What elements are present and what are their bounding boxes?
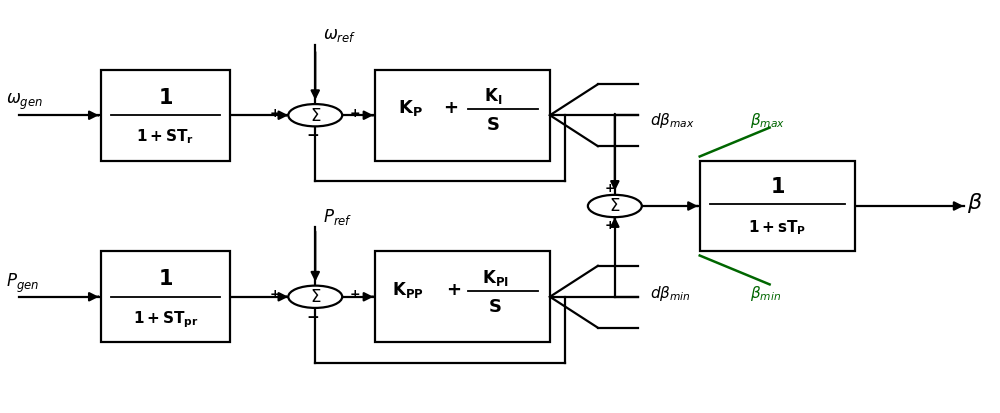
- Text: $\mathbf{S}$: $\mathbf{S}$: [488, 297, 502, 315]
- Text: $\omega_{gen}$: $\omega_{gen}$: [6, 91, 43, 112]
- Text: $\Sigma$: $\Sigma$: [609, 198, 621, 215]
- Text: $\Sigma$: $\Sigma$: [310, 107, 321, 124]
- Text: $d\beta_{min}$: $d\beta_{min}$: [650, 283, 691, 302]
- Circle shape: [288, 286, 342, 308]
- Bar: [101, 252, 230, 342]
- Bar: [101, 71, 230, 161]
- Text: $\mathbf{K_P}$: $\mathbf{K_P}$: [398, 98, 423, 118]
- Text: $\mathbf{+}$: $\mathbf{+}$: [269, 107, 280, 119]
- Text: $\mathbf{+}$: $\mathbf{+}$: [349, 107, 360, 119]
- Circle shape: [288, 105, 342, 127]
- Text: $P_{gen}$: $P_{gen}$: [6, 271, 39, 294]
- Text: $\mathbf{+}$: $\mathbf{+}$: [443, 99, 458, 117]
- Text: $\mathbf{K_{PP}}$: $\mathbf{K_{PP}}$: [392, 279, 424, 299]
- Bar: [700, 161, 855, 252]
- Text: $\mathbf{+}$: $\mathbf{+}$: [349, 288, 360, 301]
- Circle shape: [588, 195, 642, 218]
- Text: $d\beta_{max}$: $d\beta_{max}$: [650, 111, 695, 130]
- Bar: [375, 71, 550, 161]
- Text: $\mathbf{1}$: $\mathbf{1}$: [770, 177, 785, 197]
- Text: $P_{ref}$: $P_{ref}$: [323, 207, 353, 227]
- Text: $\mathbf{1}$: $\mathbf{1}$: [158, 88, 173, 107]
- Text: $\mathbf{K_{PI}}$: $\mathbf{K_{PI}}$: [482, 267, 508, 287]
- Text: $\mathbf{-}$: $\mathbf{-}$: [306, 126, 319, 141]
- Text: $\mathbf{+}$: $\mathbf{+}$: [604, 182, 615, 195]
- Text: $\mathbf{S}$: $\mathbf{S}$: [486, 116, 500, 134]
- Text: $\mathbf{-}$: $\mathbf{-}$: [306, 307, 319, 322]
- Text: $\beta_{min}$: $\beta_{min}$: [750, 283, 781, 302]
- Text: $\beta$: $\beta$: [967, 190, 983, 214]
- Text: $\mathbf{1 + sT_P}$: $\mathbf{1 + sT_P}$: [748, 218, 806, 236]
- Text: $\beta_{max}$: $\beta_{max}$: [750, 111, 785, 130]
- Text: $\omega_{ref}$: $\omega_{ref}$: [323, 27, 357, 44]
- Text: $\mathbf{+}$: $\mathbf{+}$: [269, 288, 280, 301]
- Text: $\mathbf{1+ST_r}$: $\mathbf{1+ST_r}$: [136, 127, 194, 146]
- Text: $\mathbf{1}$: $\mathbf{1}$: [158, 268, 173, 289]
- Text: $\Sigma$: $\Sigma$: [310, 289, 321, 306]
- Text: $\mathbf{1+ST_{pr}}$: $\mathbf{1+ST_{pr}}$: [133, 308, 198, 329]
- Text: $\mathbf{+}$: $\mathbf{+}$: [446, 280, 461, 298]
- Bar: [375, 252, 550, 342]
- Text: $\mathbf{+}$: $\mathbf{+}$: [604, 218, 615, 231]
- Text: $\mathbf{K_I}$: $\mathbf{K_I}$: [484, 86, 502, 106]
